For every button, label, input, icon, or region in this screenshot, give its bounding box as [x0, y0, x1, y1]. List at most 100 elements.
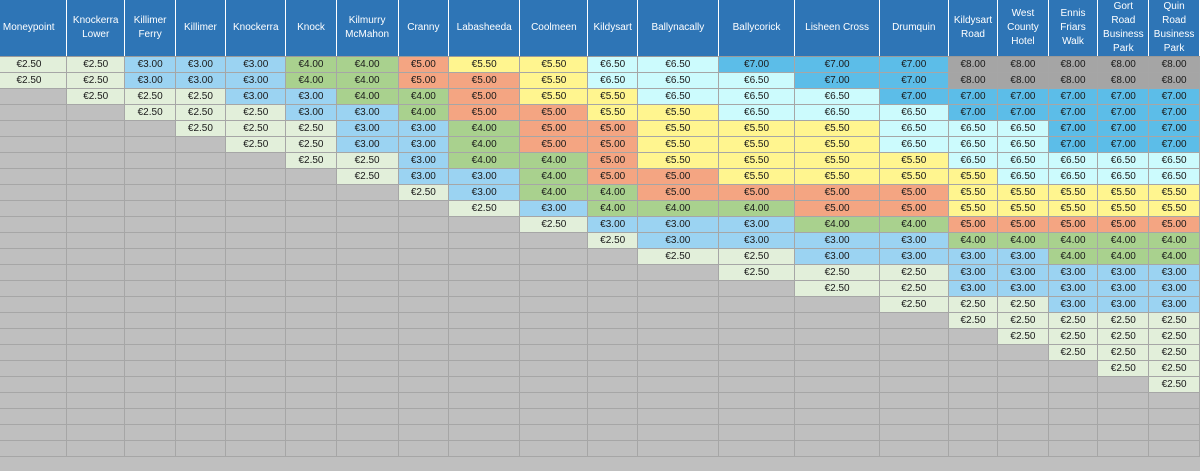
fare-cell[interactable]: €7.00: [997, 104, 1049, 121]
empty-cell[interactable]: [447, 312, 521, 329]
fare-cell[interactable]: €8.00: [1097, 72, 1150, 89]
empty-cell[interactable]: [997, 392, 1049, 409]
empty-cell[interactable]: [794, 296, 880, 313]
fare-cell[interactable]: €5.50: [447, 56, 521, 73]
fare-cell[interactable]: €5.50: [1097, 200, 1150, 217]
fare-cell[interactable]: €5.50: [878, 152, 949, 169]
empty-cell[interactable]: [65, 424, 126, 441]
empty-cell[interactable]: [285, 424, 337, 441]
fare-cell[interactable]: €3.00: [878, 248, 949, 265]
column-header[interactable]: Kildysart: [587, 0, 639, 57]
empty-cell[interactable]: [225, 312, 287, 329]
fare-cell[interactable]: €6.50: [1097, 168, 1150, 185]
fare-cell[interactable]: €5.50: [794, 120, 880, 137]
column-header[interactable]: Labasheeda: [448, 0, 521, 57]
empty-cell[interactable]: [1097, 440, 1150, 457]
empty-cell[interactable]: [637, 440, 719, 457]
fare-cell[interactable]: €2.50: [794, 264, 880, 281]
empty-cell[interactable]: [0, 120, 67, 137]
empty-cell[interactable]: [0, 264, 67, 281]
fare-cell[interactable]: €5.00: [637, 168, 719, 185]
empty-cell[interactable]: [335, 392, 399, 409]
empty-cell[interactable]: [637, 312, 719, 329]
empty-cell[interactable]: [65, 168, 126, 185]
empty-cell[interactable]: [335, 360, 399, 377]
fare-cell[interactable]: €6.50: [637, 56, 719, 73]
empty-cell[interactable]: [124, 120, 176, 137]
fare-cell[interactable]: €3.00: [285, 104, 337, 121]
empty-cell[interactable]: [519, 232, 589, 249]
empty-cell[interactable]: [397, 296, 450, 313]
fare-cell[interactable]: €6.50: [637, 88, 719, 105]
empty-cell[interactable]: [335, 248, 399, 265]
fare-cell[interactable]: €5.50: [794, 168, 880, 185]
fare-cell[interactable]: €2.50: [335, 152, 399, 169]
fare-cell[interactable]: €3.00: [947, 248, 999, 265]
empty-cell[interactable]: [997, 440, 1049, 457]
empty-cell[interactable]: [0, 200, 67, 217]
empty-cell[interactable]: [0, 232, 67, 249]
empty-cell[interactable]: [637, 376, 719, 393]
fare-cell[interactable]: €4.00: [285, 72, 337, 89]
empty-cell[interactable]: [124, 280, 176, 297]
empty-cell[interactable]: [587, 344, 639, 361]
fare-cell[interactable]: €2.50: [1097, 344, 1150, 361]
column-header[interactable]: Kilmurry McMahon: [336, 0, 399, 57]
fare-cell[interactable]: €5.50: [1148, 200, 1200, 217]
column-header[interactable]: Ennis Friars Walk: [1048, 0, 1099, 57]
empty-cell[interactable]: [225, 376, 287, 393]
empty-cell[interactable]: [717, 408, 796, 425]
fare-cell[interactable]: €7.00: [1148, 104, 1200, 121]
fare-cell[interactable]: €5.00: [519, 120, 589, 137]
fare-cell[interactable]: €3.00: [997, 248, 1049, 265]
fare-cell[interactable]: €5.00: [587, 136, 639, 153]
empty-cell[interactable]: [447, 344, 521, 361]
empty-cell[interactable]: [335, 216, 399, 233]
fare-cell[interactable]: €5.00: [519, 104, 589, 121]
empty-cell[interactable]: [1148, 440, 1200, 457]
column-header[interactable]: Killimer Ferry: [124, 0, 176, 57]
fare-cell[interactable]: €3.00: [225, 72, 287, 89]
empty-cell[interactable]: [285, 408, 337, 425]
fare-cell[interactable]: €3.00: [1148, 264, 1200, 281]
empty-cell[interactable]: [447, 440, 521, 457]
fare-cell[interactable]: €4.00: [1047, 232, 1099, 249]
empty-cell[interactable]: [174, 200, 227, 217]
fare-cell[interactable]: €2.50: [637, 248, 719, 265]
fare-cell[interactable]: €8.00: [997, 56, 1049, 73]
empty-cell[interactable]: [174, 184, 227, 201]
fare-cell[interactable]: €3.00: [794, 248, 880, 265]
empty-cell[interactable]: [717, 280, 796, 297]
column-header[interactable]: Ballycorick: [718, 0, 796, 57]
empty-cell[interactable]: [65, 344, 126, 361]
empty-cell[interactable]: [65, 184, 126, 201]
fare-cell[interactable]: €2.50: [997, 328, 1049, 345]
fare-cell[interactable]: €2.50: [1047, 312, 1099, 329]
fare-cell[interactable]: €5.50: [519, 72, 589, 89]
fare-cell[interactable]: €3.00: [878, 232, 949, 249]
fare-cell[interactable]: €6.50: [1047, 168, 1099, 185]
empty-cell[interactable]: [124, 136, 176, 153]
fare-cell[interactable]: €2.50: [124, 88, 176, 105]
empty-cell[interactable]: [397, 200, 450, 217]
fare-cell[interactable]: €5.00: [447, 88, 521, 105]
empty-cell[interactable]: [0, 280, 67, 297]
empty-cell[interactable]: [637, 264, 719, 281]
fare-cell[interactable]: €6.50: [587, 72, 639, 89]
empty-cell[interactable]: [447, 296, 521, 313]
fare-cell[interactable]: €6.50: [1148, 168, 1200, 185]
fare-cell[interactable]: €4.00: [1148, 248, 1200, 265]
empty-cell[interactable]: [1097, 424, 1150, 441]
empty-cell[interactable]: [124, 360, 176, 377]
empty-cell[interactable]: [519, 424, 589, 441]
fare-cell[interactable]: €2.50: [997, 312, 1049, 329]
empty-cell[interactable]: [65, 264, 126, 281]
fare-cell[interactable]: €8.00: [1148, 72, 1200, 89]
fare-cell[interactable]: €4.00: [285, 56, 337, 73]
fare-cell[interactable]: €5.50: [794, 152, 880, 169]
empty-cell[interactable]: [1148, 408, 1200, 425]
empty-cell[interactable]: [335, 312, 399, 329]
empty-cell[interactable]: [397, 312, 450, 329]
fare-cell[interactable]: €3.00: [397, 168, 450, 185]
empty-cell[interactable]: [717, 424, 796, 441]
